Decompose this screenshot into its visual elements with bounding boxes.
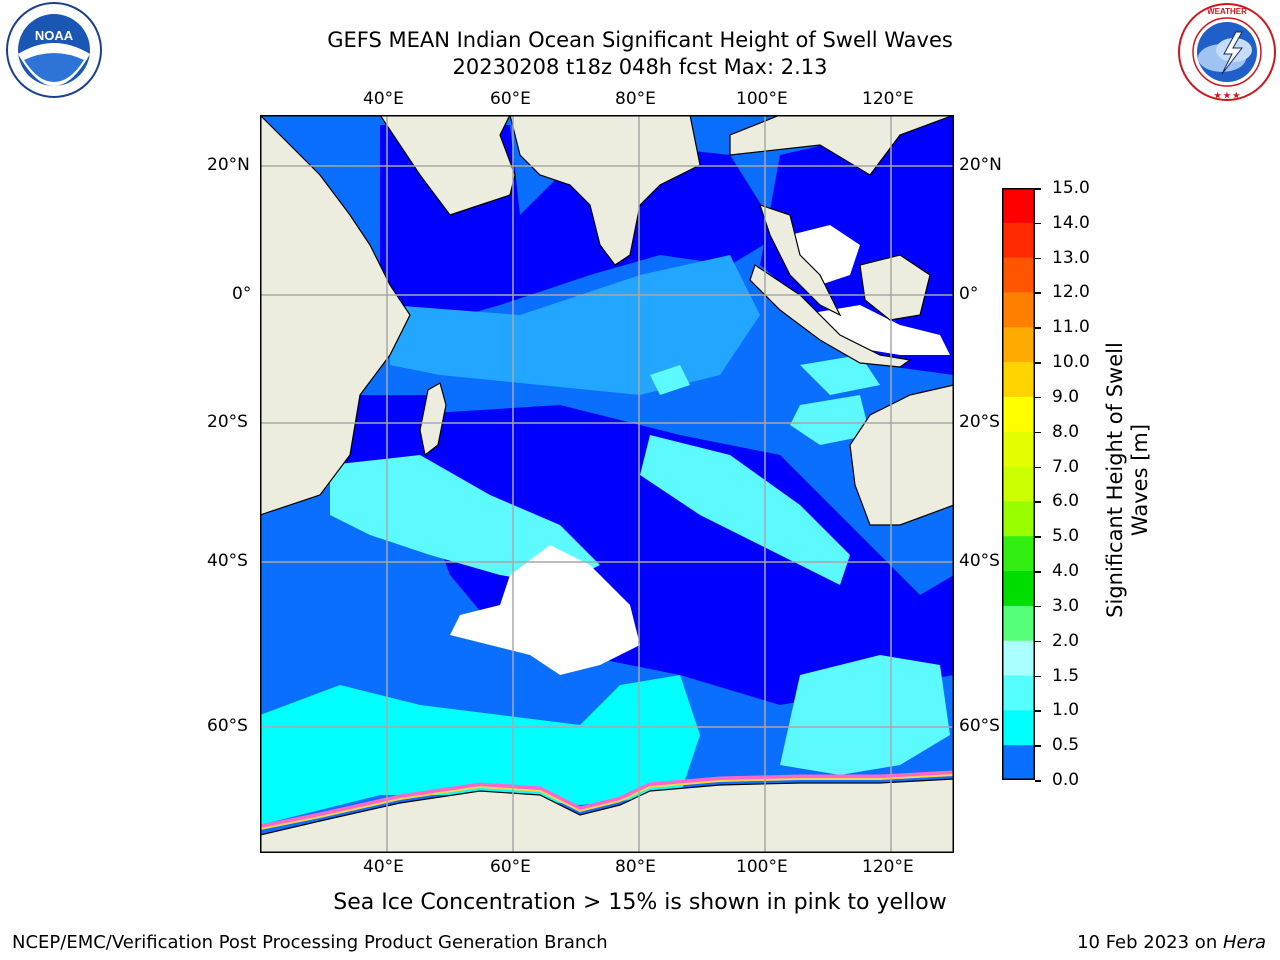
colorbar-tick-mark [1035, 258, 1041, 260]
colorbar-title-line1: Significant Height of Swell [1103, 320, 1128, 640]
swell-height-map [260, 115, 954, 853]
colorbar-tick-mark [1035, 676, 1041, 678]
colorbar-tick-mark [1035, 397, 1041, 399]
colorbar-tick-mark [1035, 745, 1041, 747]
noaa-logo: NOAA [2, 2, 106, 102]
colorbar-bin [1002, 606, 1035, 641]
footer-date: 10 Feb 2023 on Hera [1077, 932, 1266, 953]
colorbar-tick-mark [1035, 606, 1041, 608]
map-caption: Sea Ice Concentration > 15% is shown in … [0, 890, 1280, 915]
colorbar-tick-mark [1035, 467, 1041, 469]
lat-tick-right: 60°S [959, 716, 1000, 736]
colorbar-tick-mark [1035, 780, 1041, 782]
colorbar-tick-label: 3.0 [1052, 596, 1079, 616]
colorbar-bin [1002, 292, 1035, 327]
colorbar-tick-mark [1035, 432, 1041, 434]
colorbar-tick-mark [1035, 327, 1041, 329]
noaa-logo-text: NOAA [35, 28, 74, 43]
colorbar-bin [1002, 362, 1035, 397]
colorbar-tick-label: 13.0 [1052, 248, 1090, 268]
lat-tick-left: 40°S [207, 551, 248, 571]
colorbar-tick-mark [1035, 641, 1041, 643]
colorbar-bin [1002, 501, 1035, 536]
lon-tick-bottom: 40°E [363, 857, 404, 877]
chart-subtitle: 20230208 t18z 048h fcst Max: 2.13 [0, 55, 1280, 79]
colorbar-tick-label: 11.0 [1052, 317, 1090, 337]
colorbar-tick-label: 14.0 [1052, 213, 1090, 233]
colorbar-tick-mark [1035, 223, 1041, 225]
lon-tick-bottom: 100°E [736, 857, 788, 877]
lat-tick-left: 60°S [207, 716, 248, 736]
colorbar-bin [1002, 223, 1035, 258]
lat-tick-right: 20°S [959, 412, 1000, 432]
footer-date-text: 10 Feb 2023 on [1077, 932, 1223, 953]
colorbar-bin [1002, 188, 1035, 223]
lon-tick-bottom: 120°E [862, 857, 914, 877]
colorbar-tick-label: 7.0 [1052, 457, 1079, 477]
svg-text:WEATHER: WEATHER [1207, 7, 1247, 16]
lon-tick-top: 40°E [363, 89, 404, 109]
colorbar-tick-label: 5.0 [1052, 526, 1079, 546]
footer-host: Hera [1223, 932, 1266, 953]
colorbar-tick-label: 15.0 [1052, 178, 1090, 198]
lat-tick-right: 40°S [959, 551, 1000, 571]
colorbar-tick-label: 0.5 [1052, 735, 1079, 755]
colorbar-title-line2: Waves [m] [1128, 320, 1153, 640]
colorbar-tick-label: 2.0 [1052, 631, 1079, 651]
colorbar-tick-mark [1035, 501, 1041, 503]
colorbar-tick-mark [1035, 362, 1041, 364]
colorbar-tick-label: 10.0 [1052, 352, 1090, 372]
lat-tick-left: 20°S [207, 412, 248, 432]
colorbar-bin [1002, 467, 1035, 502]
lat-tick-right: 20°N [959, 155, 1002, 175]
lon-tick-top: 80°E [615, 89, 656, 109]
colorbar-tick-mark [1035, 536, 1041, 538]
footer-credit: NCEP/EMC/Verification Post Processing Pr… [12, 932, 608, 953]
colorbar-tick-mark [1035, 710, 1041, 712]
colorbar-tick-mark [1035, 292, 1041, 294]
colorbar-bin [1002, 710, 1035, 745]
colorbar [1002, 188, 1035, 780]
lat-tick-left: 20°N [207, 155, 250, 175]
colorbar-bin [1002, 327, 1035, 362]
colorbar-bin [1002, 641, 1035, 676]
lon-tick-bottom: 80°E [615, 857, 656, 877]
colorbar-bin [1002, 745, 1035, 780]
lat-tick-right: 0° [959, 284, 978, 304]
colorbar-tick-label: 1.0 [1052, 700, 1079, 720]
nws-logo: WEATHER ★ ★ ★ [1176, 2, 1278, 102]
colorbar-tick-label: 9.0 [1052, 387, 1079, 407]
colorbar-swatches [1002, 188, 1035, 780]
colorbar-tick-label: 1.5 [1052, 666, 1079, 686]
colorbar-bin [1002, 432, 1035, 467]
colorbar-tick-label: 4.0 [1052, 561, 1079, 581]
lat-tick-left: 0° [232, 284, 251, 304]
map-panel [260, 115, 954, 853]
colorbar-tick-mark [1035, 188, 1041, 190]
lon-tick-top: 60°E [490, 89, 531, 109]
colorbar-tick-label: 12.0 [1052, 282, 1090, 302]
colorbar-bin [1002, 536, 1035, 571]
colorbar-bin [1002, 397, 1035, 432]
svg-text:★ ★ ★: ★ ★ ★ [1214, 91, 1241, 100]
lon-tick-bottom: 60°E [490, 857, 531, 877]
chart-title: GEFS MEAN Indian Ocean Significant Heigh… [0, 28, 1280, 52]
lon-tick-top: 120°E [862, 89, 914, 109]
colorbar-bin [1002, 258, 1035, 293]
colorbar-tick-label: 8.0 [1052, 422, 1079, 442]
colorbar-tick-label: 6.0 [1052, 491, 1079, 511]
colorbar-tick-label: 0.0 [1052, 770, 1079, 790]
colorbar-tick-mark [1035, 571, 1041, 573]
colorbar-bin [1002, 676, 1035, 711]
colorbar-bin [1002, 571, 1035, 606]
lon-tick-top: 100°E [736, 89, 788, 109]
